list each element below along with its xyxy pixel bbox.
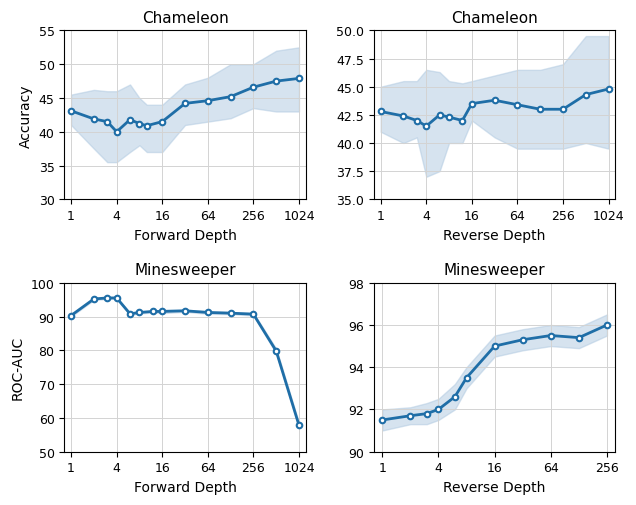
Title: Chameleon: Chameleon — [452, 11, 538, 26]
Title: Minesweeper: Minesweeper — [134, 263, 236, 278]
X-axis label: Reverse Depth: Reverse Depth — [443, 480, 546, 494]
Title: Chameleon: Chameleon — [142, 11, 228, 26]
Y-axis label: Accuracy: Accuracy — [19, 84, 33, 147]
X-axis label: Reverse Depth: Reverse Depth — [443, 228, 546, 242]
Title: Minesweeper: Minesweeper — [444, 263, 546, 278]
Y-axis label: ROC-AUC: ROC-AUC — [11, 335, 25, 399]
X-axis label: Forward Depth: Forward Depth — [134, 228, 237, 242]
X-axis label: Forward Depth: Forward Depth — [134, 480, 237, 494]
